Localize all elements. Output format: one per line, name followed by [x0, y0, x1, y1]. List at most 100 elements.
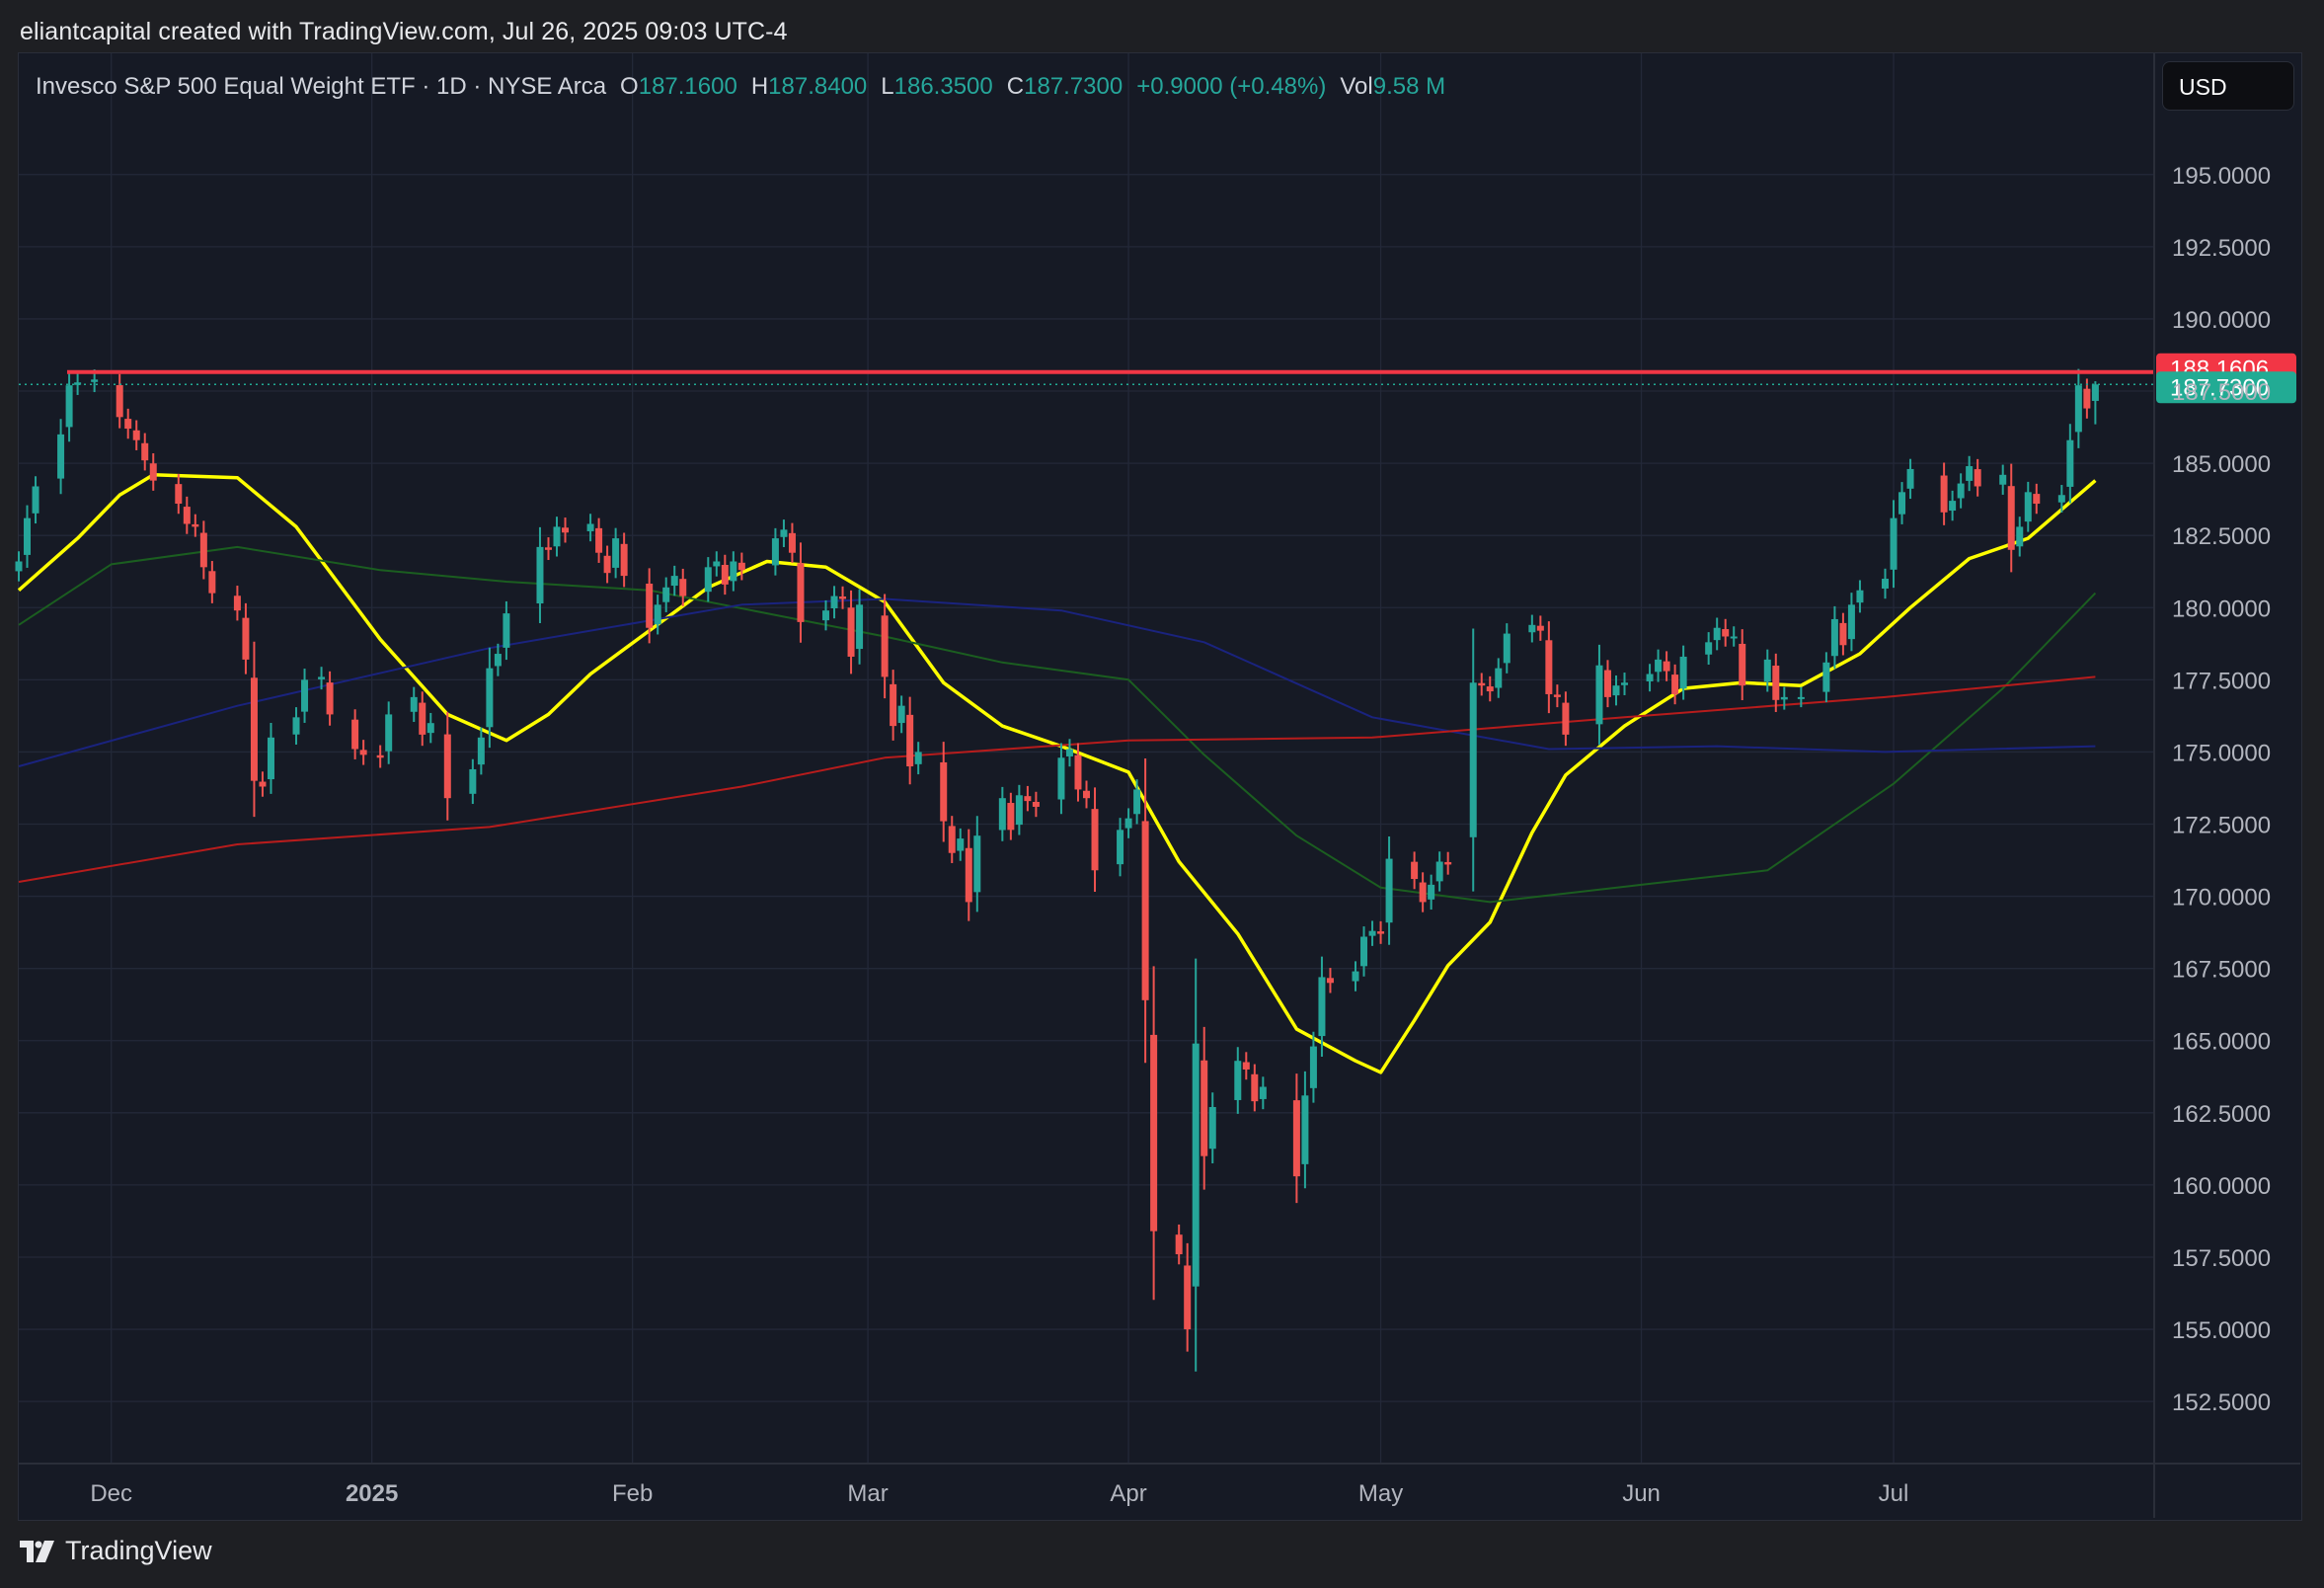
volume-label: Vol [1340, 73, 1373, 100]
candle-body [1603, 670, 1611, 697]
candle-body [1184, 1265, 1192, 1330]
candle-body [1890, 517, 1898, 570]
candle-body [595, 527, 603, 553]
candle-body [1545, 640, 1553, 694]
candle-body [603, 555, 611, 574]
candle-body [318, 676, 326, 679]
candle-body [149, 463, 157, 481]
candle-body [856, 604, 864, 650]
high-value: 187.8400 [768, 73, 868, 100]
candle-body [1292, 1100, 1300, 1177]
candle-body [1780, 696, 1788, 700]
y-tick-label: 180.0000 [2172, 596, 2271, 622]
symbol-name[interactable]: Invesco S&P 500 Equal Weight ETF · 1D · … [36, 73, 607, 100]
candle-body [1478, 682, 1486, 686]
candle-body [1469, 682, 1477, 837]
y-tick-label: 165.0000 [2172, 1029, 2271, 1056]
candle-body [957, 838, 965, 851]
candle-body [780, 529, 788, 537]
candle-body [443, 734, 451, 799]
candle-body [1966, 466, 1974, 481]
candle-body [1974, 469, 1981, 487]
candle-body [359, 750, 367, 755]
y-tick-label: 190.0000 [2172, 307, 2271, 334]
y-tick-label: 195.0000 [2172, 163, 2271, 190]
moving-averages [17, 473, 2097, 1074]
candle-body [1881, 579, 1889, 589]
candle-body [1208, 1106, 1216, 1150]
candle-body [730, 561, 737, 582]
x-tick-label: May [1358, 1480, 1403, 1507]
candle-body [1032, 801, 1040, 807]
candle-body [1797, 696, 1805, 699]
candle-body [1663, 661, 1670, 672]
chart-caption: eliantcapital created with TradingView.c… [20, 18, 788, 45]
candle-body [1309, 1046, 1317, 1088]
candle-body [839, 596, 847, 599]
candle-body [1133, 789, 1141, 815]
candle-body [1192, 1043, 1200, 1287]
y-tick-label: 177.5000 [2172, 668, 2271, 694]
tradingview-logo[interactable]: TradingView [20, 1536, 212, 1566]
candle-body [612, 538, 620, 568]
candle-body [897, 705, 905, 724]
candle-body [1360, 936, 1368, 967]
candle-body [1301, 1095, 1309, 1164]
moving-average-line [18, 545, 2097, 904]
candle-body [2033, 494, 2041, 505]
candle-body [1856, 590, 1864, 603]
price-axis-label: 187.7300 [2170, 374, 2269, 401]
candle-body [376, 754, 384, 758]
candle-body [1503, 633, 1511, 664]
y-tick-label: 182.5000 [2172, 523, 2271, 550]
candle-body [1671, 675, 1679, 694]
candle-body [32, 486, 39, 514]
currency-button[interactable]: USD [2162, 61, 2294, 111]
candle-body [57, 434, 65, 479]
candle-body [1536, 625, 1544, 631]
candle-body [242, 617, 250, 660]
candle-body [1822, 662, 1830, 692]
y-tick-label: 170.0000 [2172, 885, 2271, 912]
candle-body [326, 682, 334, 715]
candle-body [2091, 384, 2099, 401]
candle-body [1024, 796, 1032, 802]
x-tick-label: Apr [1110, 1480, 1146, 1507]
candle-body [1419, 882, 1427, 903]
candle-body [91, 379, 99, 382]
candles [15, 368, 2099, 1372]
candle-body [562, 527, 570, 533]
y-tick-label: 187.5000 [2172, 379, 2271, 406]
candle-body [2066, 439, 2074, 487]
candle-body [654, 604, 661, 625]
candle-body [1368, 930, 1376, 936]
candle-body [494, 654, 502, 667]
candle-body [1562, 702, 1570, 735]
y-tick-label: 152.5000 [2172, 1390, 2271, 1416]
candle-body [1772, 666, 1780, 700]
candle-body [199, 532, 207, 568]
candle-body [2007, 486, 2015, 550]
candle-body [1318, 977, 1326, 1037]
candle-body [1326, 978, 1334, 984]
candle-body [1646, 674, 1654, 681]
candle-body [124, 419, 132, 430]
candle-body [1898, 492, 1906, 515]
candle-body [679, 579, 687, 596]
candle-body [410, 696, 418, 712]
candle-body [1940, 475, 1948, 513]
candle-body [948, 826, 956, 853]
x-tick-label: Dec [90, 1480, 132, 1507]
y-tick-label: 192.5000 [2172, 235, 2271, 262]
low-value: 186.3500 [893, 73, 993, 100]
candle-body [788, 532, 796, 553]
candle-body [1242, 1062, 1250, 1070]
candle-body [704, 567, 712, 593]
candle-body [1007, 803, 1015, 831]
candle-body [1377, 931, 1385, 934]
candle-body [1595, 665, 1603, 725]
candle-body [620, 543, 628, 577]
candle-body [1435, 861, 1443, 882]
candle-body [1444, 861, 1452, 865]
